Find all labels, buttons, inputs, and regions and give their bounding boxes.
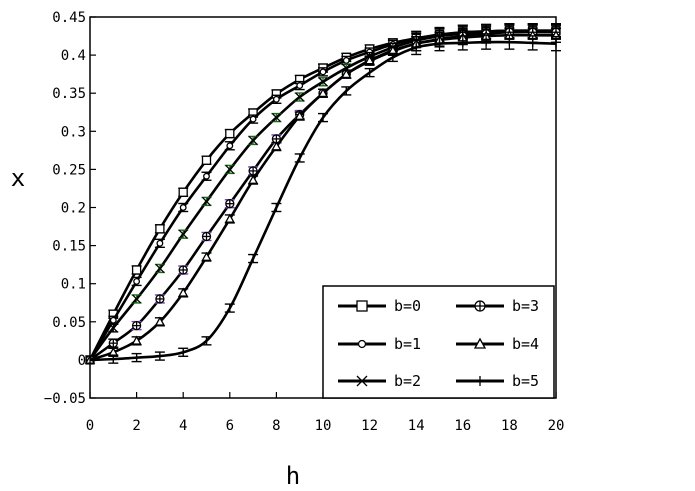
legend-label: b=1 bbox=[394, 335, 421, 353]
marker-circle bbox=[319, 68, 327, 76]
marker-triangle bbox=[473, 337, 487, 349]
legend-label: b=4 bbox=[512, 335, 539, 353]
marker-x-b bbox=[155, 264, 165, 273]
legend: b=0 b=1 b=2 b=3 b=4 b=5 bbox=[322, 285, 555, 399]
marker-circle bbox=[156, 239, 164, 247]
series-b=5 bbox=[89, 34, 561, 364]
marker-triangle bbox=[364, 55, 375, 65]
marker-circle bbox=[342, 56, 350, 64]
marker-triangle bbox=[154, 316, 166, 326]
marker-square bbox=[201, 155, 212, 165]
marker-x-b bbox=[295, 92, 305, 102]
y-tick-label: 0.4 bbox=[61, 48, 86, 64]
x-axis: 0 2 4 6 8 10 12 14 16 18 20 bbox=[86, 392, 565, 434]
legend-entry-b=5: b=5 bbox=[456, 372, 539, 390]
legend-label: b=5 bbox=[512, 372, 539, 390]
marker-square bbox=[131, 265, 142, 275]
marker-x-b bbox=[108, 323, 118, 333]
legend-entry-b=0: b=0 bbox=[338, 297, 421, 315]
marker-triangle bbox=[271, 141, 282, 151]
y-tick-label: 0.35 bbox=[52, 86, 86, 102]
y-tick-label: 0 bbox=[78, 353, 86, 369]
marker-x-b bbox=[356, 375, 368, 387]
marker-circle bbox=[357, 339, 367, 349]
y-tick-label: 0.1 bbox=[61, 277, 86, 293]
x-tick-label: 12 bbox=[361, 418, 378, 434]
marker-circle bbox=[133, 277, 141, 285]
marker-x-b bbox=[248, 135, 258, 145]
marker-x-b bbox=[132, 294, 142, 304]
x-tick-label: 2 bbox=[132, 418, 140, 434]
marker-triangle bbox=[178, 287, 189, 297]
y-axis-label: x bbox=[11, 164, 25, 192]
marker-circle bbox=[272, 95, 280, 103]
legend-label: b=0 bbox=[394, 297, 421, 315]
marker-circle bbox=[109, 316, 117, 324]
marker-triangle bbox=[247, 174, 259, 184]
legend-entry-b=1: b=1 bbox=[338, 335, 421, 353]
marker-triangle bbox=[201, 251, 212, 261]
legend-label: b=3 bbox=[512, 297, 539, 315]
marker-triangle bbox=[341, 68, 352, 78]
x-axis-label: h bbox=[286, 462, 300, 490]
marker-square bbox=[225, 128, 235, 139]
marker-triangle bbox=[224, 213, 235, 223]
y-tick-label: 0.45 bbox=[52, 10, 86, 26]
y-tick-label: −0.05 bbox=[44, 391, 86, 407]
marker-x-b bbox=[318, 77, 328, 87]
marker-x-b bbox=[178, 229, 188, 239]
x-tick-label: 20 bbox=[548, 418, 565, 434]
x-tick-label: 4 bbox=[179, 418, 187, 434]
x-tick-label: 6 bbox=[226, 418, 234, 434]
marker-triangle bbox=[131, 335, 142, 345]
marker-circle bbox=[249, 115, 257, 123]
marker-square bbox=[356, 300, 368, 312]
legend-entry-b=4: b=4 bbox=[456, 335, 539, 353]
marker-circle bbox=[179, 204, 187, 211]
y-tick-label: 0.05 bbox=[52, 315, 86, 331]
y-tick-label: 0.25 bbox=[52, 162, 86, 178]
y-tick-label: 0.15 bbox=[52, 239, 86, 255]
x-tick-label: 14 bbox=[408, 418, 425, 434]
legend-label: b=2 bbox=[394, 372, 421, 390]
legend-entry-b=2: b=2 bbox=[338, 372, 421, 390]
x-tick-label: 16 bbox=[454, 418, 471, 434]
y-tick-label: 0.3 bbox=[61, 124, 86, 140]
x-tick-label: 18 bbox=[501, 418, 518, 434]
x-tick-label: 8 bbox=[272, 418, 280, 434]
marker-square bbox=[155, 224, 165, 234]
marker-x-b bbox=[271, 113, 281, 123]
marker-circle bbox=[203, 172, 210, 180]
marker-triangle bbox=[294, 110, 305, 120]
marker-x-b bbox=[225, 164, 235, 174]
marker-square bbox=[178, 187, 188, 197]
x-tick-label: 10 bbox=[315, 418, 332, 434]
y-tick-label: 0.2 bbox=[61, 201, 86, 217]
marker-x-b bbox=[202, 196, 211, 206]
marker-triangle bbox=[317, 87, 329, 98]
marker-circle bbox=[296, 82, 304, 90]
y-axis: −0.05 0 0.05 0.1 0.15 0.2 0.25 0.3 0.35 0.4 0.45 bbox=[44, 10, 96, 407]
marker-circle bbox=[226, 142, 234, 150]
x-tick-label: 0 bbox=[86, 418, 94, 434]
legend-entry-b=3: b=3 bbox=[456, 297, 539, 315]
series-layer bbox=[84, 23, 562, 365]
